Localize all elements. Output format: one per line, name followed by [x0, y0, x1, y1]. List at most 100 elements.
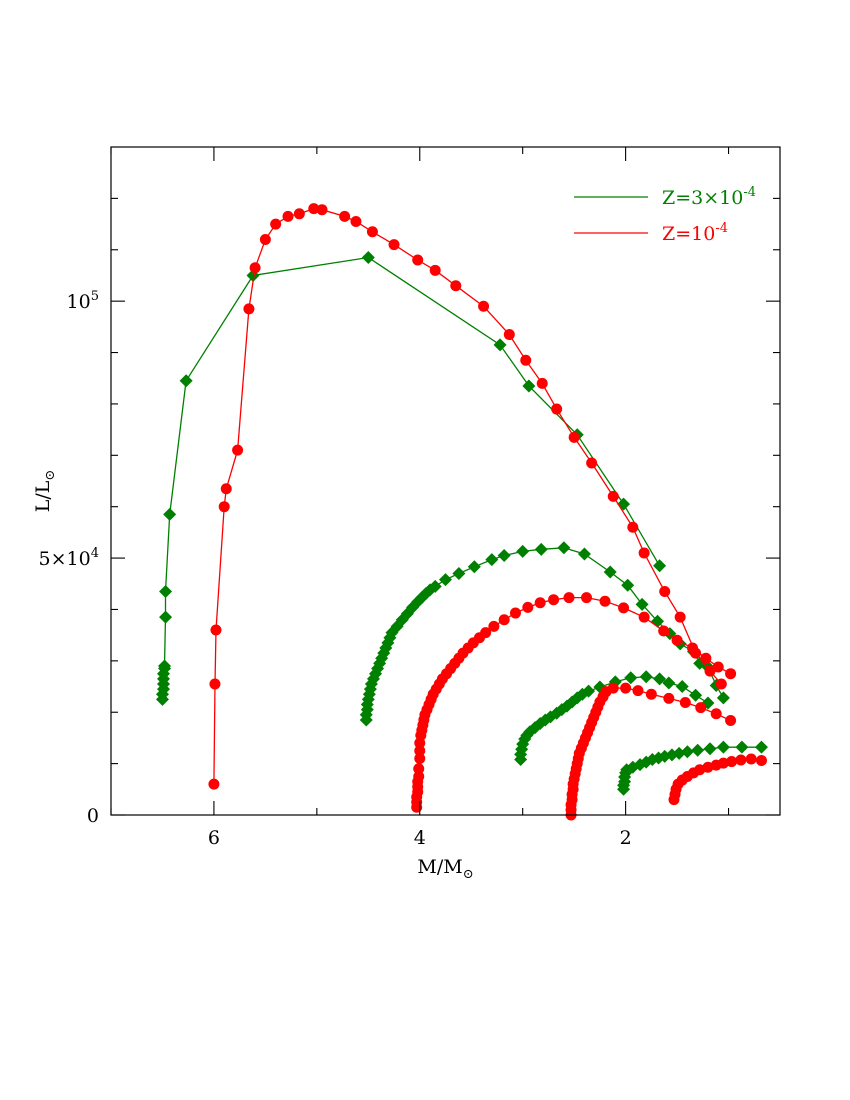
data-point [249, 262, 261, 274]
data-point [700, 652, 712, 664]
data-point [220, 483, 232, 495]
data-point [755, 755, 767, 767]
data-point [607, 682, 619, 694]
data-point [259, 233, 271, 245]
data-point [725, 668, 737, 680]
data-point [704, 665, 716, 677]
data-point [726, 756, 738, 768]
data-point [414, 752, 426, 764]
data-point [624, 671, 638, 685]
x-tick-label: 2 [620, 827, 632, 849]
data-point [209, 678, 221, 690]
sun-symbol-icon: ⊙ [463, 867, 474, 882]
y-tick-label: 5×104 [39, 546, 99, 570]
data-point [179, 374, 193, 388]
data-point [308, 203, 320, 215]
data-point [210, 624, 222, 636]
data-point [232, 444, 244, 456]
data-point [366, 226, 378, 238]
data-point [493, 338, 507, 352]
data-point [218, 501, 230, 513]
legend-label: Z=3×10-4 [662, 185, 756, 209]
data-point [632, 685, 644, 697]
x-tick-label: 6 [208, 827, 220, 849]
data-point [520, 354, 532, 366]
data-point [674, 611, 686, 623]
series-line [213, 208, 722, 785]
tick-marks [110, 147, 780, 816]
x-axis-label: M/M⊙ [417, 856, 473, 882]
y-tick-labels: 0 5×104 105 [39, 289, 99, 827]
data-point [316, 204, 328, 216]
x-axis-label-text: M/M [417, 856, 462, 878]
data-point [671, 634, 683, 646]
data-point [159, 584, 173, 598]
plot-frame [110, 146, 781, 816]
data-point [735, 740, 749, 754]
sun-symbol-icon: ⊙ [43, 470, 58, 481]
data-point [548, 594, 560, 606]
data-point [663, 692, 675, 704]
data-point [691, 743, 705, 757]
data-point [339, 210, 351, 222]
data-point [534, 597, 546, 609]
data-point [687, 642, 699, 654]
data-point [679, 696, 691, 708]
data-point [516, 544, 530, 558]
data-point [551, 403, 563, 415]
data-point [620, 682, 632, 694]
data-point [745, 753, 757, 765]
data-point [577, 547, 591, 561]
data-point [412, 254, 424, 266]
data-point [653, 559, 667, 573]
series-2 [208, 203, 767, 821]
data-point [498, 614, 510, 626]
data-point [208, 778, 220, 790]
data-point [617, 497, 631, 511]
data-point [639, 670, 653, 684]
data-point [413, 763, 425, 775]
data-point [710, 708, 722, 720]
data-point [158, 659, 172, 673]
data-point [429, 264, 441, 276]
data-point [568, 431, 580, 443]
data-point [282, 210, 294, 222]
data-point [414, 745, 426, 757]
data-point [485, 553, 499, 567]
x-tick-label: 4 [414, 827, 426, 849]
data-point [163, 507, 177, 521]
data-point [243, 303, 255, 315]
data-point [270, 218, 282, 230]
data-point [672, 746, 686, 760]
data-point [488, 620, 500, 632]
y-axis-label: L/L⊙ [32, 470, 58, 513]
data-point [582, 684, 596, 698]
data-point [702, 761, 714, 773]
data-point [725, 714, 737, 726]
data-point [159, 610, 173, 624]
data-point [645, 688, 657, 700]
y-axis-label-text: L/L [32, 480, 54, 512]
data-point [635, 597, 649, 611]
plot-series-layer [155, 203, 768, 821]
data-point [715, 678, 727, 690]
data-point [480, 627, 492, 639]
data-point [586, 457, 598, 469]
data-point [618, 602, 630, 614]
y-tick-label: 105 [67, 289, 99, 313]
data-point [621, 578, 635, 592]
y-tick-label: 0 [87, 805, 99, 827]
data-point [689, 688, 703, 702]
data-point [607, 490, 619, 502]
data-point [599, 595, 611, 607]
data-point [467, 560, 481, 574]
data-point [627, 521, 639, 533]
data-point [350, 216, 362, 228]
series-1 [155, 250, 768, 796]
data-point [712, 661, 724, 673]
data-point [522, 601, 534, 613]
series-line [161, 256, 661, 700]
data-point [534, 542, 548, 556]
